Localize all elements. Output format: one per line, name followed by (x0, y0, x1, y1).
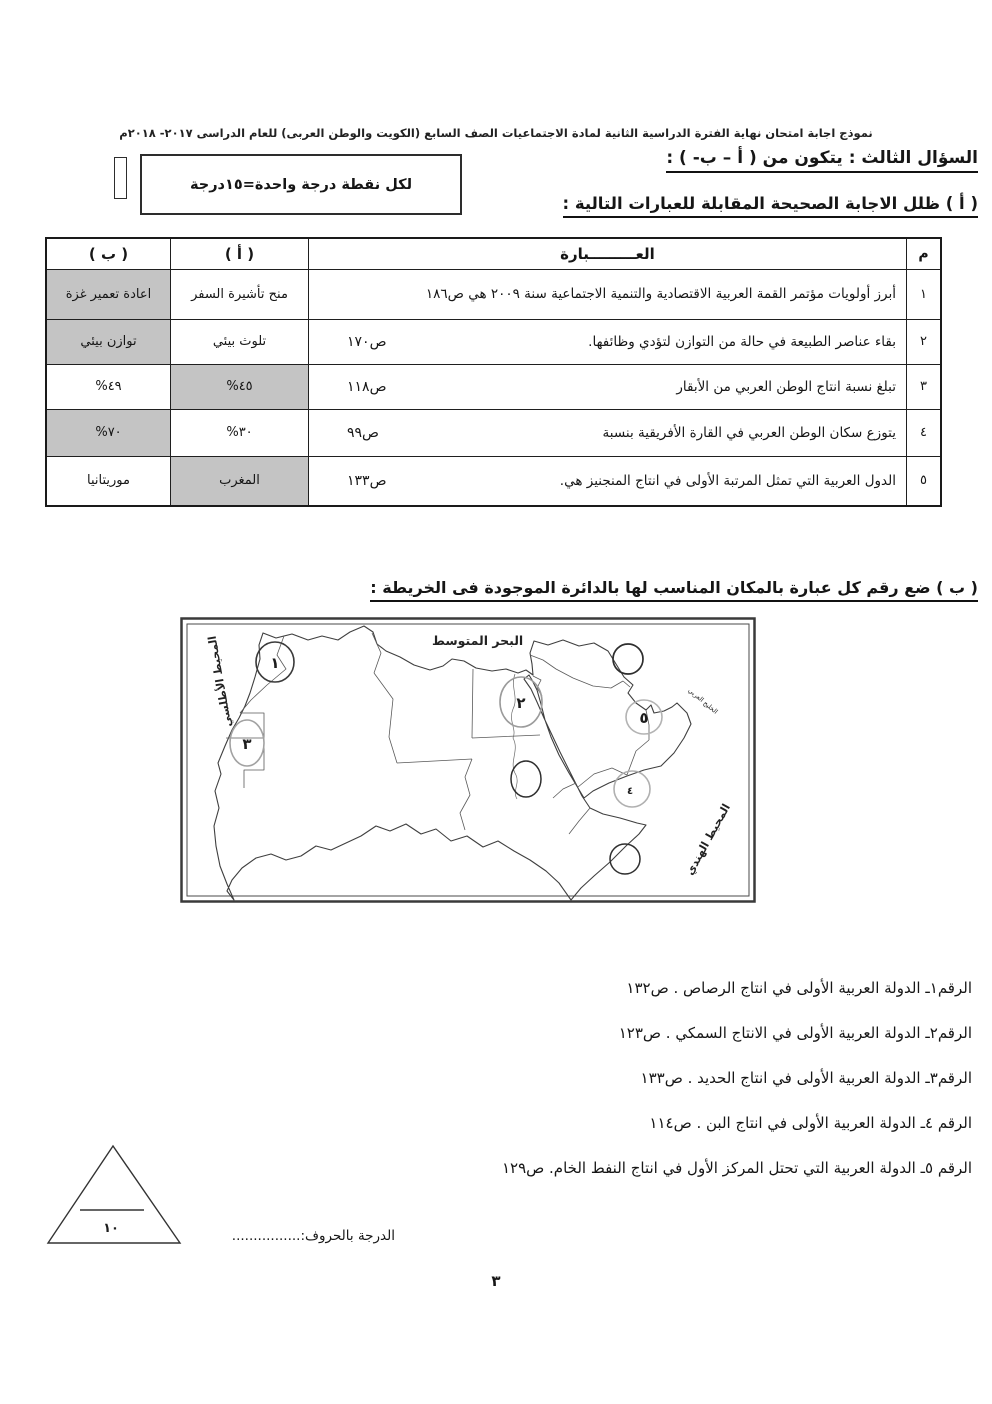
map-item-statement: الرقم ٤ـ الدولة العربية الأولى في انتاج … (649, 1114, 972, 1132)
statement-text: تبلغ نسبة انتاج الوطن العربي من الأبقار (676, 378, 896, 395)
nile-river (511, 673, 518, 800)
option-b-cell: توازن بيئي (45, 318, 171, 365)
statement-wrap: تبلغ نسبة انتاج الوطن العربي من الأبقار … (319, 379, 896, 395)
map-circle-3-number: ٣ (242, 735, 251, 753)
part-a-heading: ( أ ) ظلل الاجابة الصحيحة المقابلة للعبا… (562, 194, 978, 218)
option-a-cell: ٤٥% (170, 363, 309, 410)
statement-page-ref: ص٩٩ (347, 424, 379, 441)
mediterranean-sea-label: البحر المتوسط (432, 633, 524, 648)
map-circle-3 (229, 719, 265, 767)
option-b-cell: موريتانيا (45, 455, 171, 507)
landmass-outline (213, 625, 692, 901)
answers-table-header: م العـــــــــبارة ( أ ) ( ب ) (45, 237, 942, 270)
statement-cell: تبلغ نسبة انتاج الوطن العربي من الأبقار … (308, 363, 907, 410)
option-a-cell: منح تأشيرة السفر (170, 268, 309, 320)
table-row: ٤ يتوزع سكان الوطن العربي في القارة الأف… (45, 408, 942, 457)
option-a-cell: تلوث بيئي (170, 318, 309, 365)
map-empty-circle-somalia (609, 843, 641, 875)
map-outer-frame (180, 617, 756, 903)
row-number-cell: ٢ (906, 318, 942, 365)
part-a-heading-text: ( أ ) ظلل الاجابة الصحيحة المقابلة للعبا… (562, 194, 978, 218)
map-items-list: الرقم١ـ الدولة العربية الأولى في انتاج ا… (502, 966, 972, 1191)
map-circle-4-number: ٤ (627, 786, 633, 797)
statement-wrap: يتوزع سكان الوطن العربي في القارة الأفري… (319, 425, 896, 441)
statement-cell: يتوزع سكان الوطن العربي في القارة الأفري… (308, 408, 907, 457)
map-circle-1-number: ١ (270, 654, 279, 672)
map-svg: ١ ٢ ٣ ٤ ٥ (180, 617, 756, 903)
statement-wrap: بقاء عناصر الطبيعة في حالة من التوازن لت… (319, 334, 896, 350)
country-borders (226, 632, 650, 835)
statement-cell: الدول العربية التي تمثل المرتبة الأولى ف… (308, 455, 907, 507)
map-item-statement: الرقم٢ـ الدولة العربية الأولى في الانتاج… (618, 1024, 972, 1042)
statement-page-ref: ص١٣٣ (347, 472, 387, 489)
header-option-a: ( أ ) (170, 237, 309, 270)
grading-note-text: لكل نقطة درجة واحدة=١٥درجة (189, 176, 413, 193)
statement-wrap: أبرز أولويات مؤتمر القمة العربية الاقتصا… (319, 286, 896, 302)
answer-table-body: ١ أبرز أولويات مؤتمر القمة العربية الاقت… (45, 268, 942, 507)
option-a-cell: ٣٠% (170, 408, 309, 457)
map-item-statement: الرقم٣ـ الدولة العربية الأولى في انتاج ا… (640, 1069, 972, 1087)
question-title-text: السؤال الثالث : يتكون من ( أ – ب- ) : (666, 148, 978, 173)
map-circle-4 (613, 770, 651, 808)
map-circle-1 (255, 641, 295, 683)
statement-cell: بقاء عناصر الطبيعة في حالة من التوازن لت… (308, 318, 907, 365)
arab-world-map: ١ ٢ ٣ ٤ ٥ البحر المتوسط المحيط الأطلسي ا… (180, 617, 756, 903)
table-row: ١ أبرز أولويات مؤتمر القمة العربية الاقت… (45, 268, 942, 320)
grading-note-box: لكل نقطة درجة واحدة=١٥درجة (140, 154, 462, 215)
triangle-outline (46, 1144, 182, 1244)
option-b-cell: اعادة تعمير غزة (45, 268, 171, 320)
answers-table: م العـــــــــبارة ( أ ) ( ب ) ١ أبرز أو… (45, 237, 942, 507)
header-num: م (906, 237, 942, 270)
page-number: ٣ (491, 1272, 501, 1290)
row-number-cell: ٥ (906, 455, 942, 507)
header-option-b: ( ب ) (45, 237, 171, 270)
map-circle-2 (499, 676, 543, 728)
option-b-cell: ٧٠% (45, 408, 171, 457)
statement-page-ref: ص١١٨ (347, 378, 387, 395)
map-circle-5 (625, 699, 663, 735)
note-scroll-curl (114, 157, 127, 199)
map-empty-circle-sudan (510, 760, 542, 798)
part-b-heading: ( ب ) ضع رقم كل عبارة بالمكان المناسب له… (370, 578, 978, 602)
statement-cell: أبرز أولويات مؤتمر القمة العربية الاقتصا… (308, 268, 907, 320)
page-header-line: نموذج اجابة امتحان نهاية الفترة الدراسية… (119, 126, 873, 140)
map-item-statement: الرقم ٥ـ الدولة العربية التي تحتل المركز… (501, 1159, 972, 1177)
statement-text: بقاء عناصر الطبيعة في حالة من التوازن لت… (588, 333, 896, 350)
row-number-cell: ١ (906, 268, 942, 320)
map-circle-2-number: ٢ (516, 694, 525, 712)
row-number-cell: ٣ (906, 363, 942, 410)
row-number-cell: ٤ (906, 408, 942, 457)
map-inner-frame (186, 623, 750, 897)
statement-wrap: الدول العربية التي تمثل المرتبة الأولى ف… (319, 473, 896, 489)
option-a-cell: المغرب (170, 455, 309, 507)
part-b-heading-text: ( ب ) ضع رقم كل عبارة بالمكان المناسب له… (370, 578, 978, 602)
option-b-cell: ٤٩% (45, 363, 171, 410)
statement-page-ref: ص١٧٠ (347, 333, 387, 350)
table-row: ٢ بقاء عناصر الطبيعة في حالة من التوازن … (45, 318, 942, 365)
question-title: السؤال الثالث : يتكون من ( أ – ب- ) : (666, 148, 978, 173)
header-row: م العـــــــــبارة ( أ ) ( ب ) (45, 237, 942, 270)
grade-in-letters: الدرجة بالحروف:................ (231, 1228, 395, 1244)
map-item-statement: الرقم١ـ الدولة العربية الأولى في انتاج ا… (626, 979, 972, 997)
grade-triangle: ١٠ (46, 1144, 182, 1244)
statement-text: الدول العربية التي تمثل المرتبة الأولى ف… (559, 472, 896, 489)
table-row: ٥ الدول العربية التي تمثل المرتبة الأولى… (45, 455, 942, 507)
grade-value: ١٠ (103, 1221, 119, 1236)
map-empty-circle-iraq (612, 643, 644, 675)
statement-text: يتوزع سكان الوطن العربي في القارة الأفري… (602, 424, 896, 441)
table-row: ٣ تبلغ نسبة انتاج الوطن العربي من الأبقا… (45, 363, 942, 410)
header-statement: العـــــــــبارة (308, 237, 907, 270)
statement-text: أبرز أولويات مؤتمر القمة العربية الاقتصا… (425, 286, 896, 302)
map-circle-5-number: ٥ (639, 709, 648, 727)
